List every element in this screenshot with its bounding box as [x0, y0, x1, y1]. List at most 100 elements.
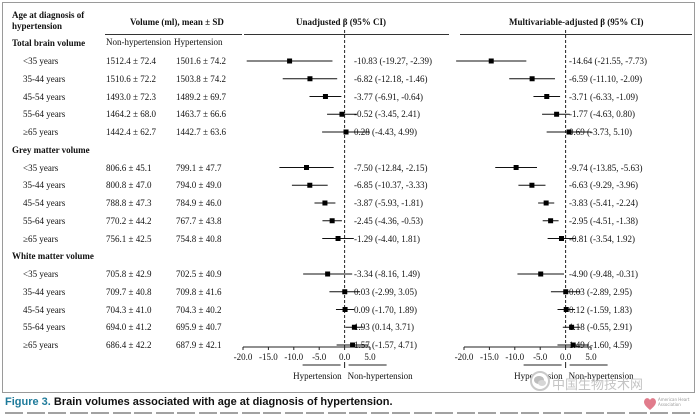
row-hypertension-value: 784.9 ± 46.0	[176, 198, 222, 208]
unadjusted-point	[325, 271, 331, 277]
x-tick-label: -20.0	[234, 352, 253, 362]
caption-text: Brain volumes associated with age at dia…	[53, 396, 393, 408]
row-unadjusted-beta: -3.34 (-8.16, 1.49)	[354, 269, 420, 279]
unadjusted-point	[342, 307, 348, 312]
row-hypertension-value: 1501.6 ± 74.2	[176, 56, 226, 66]
row-unadjusted-beta: -1.29 (-4.40, 1.81)	[354, 233, 420, 244]
row-nonhypertension-value: 705.8 ± 42.9	[106, 269, 152, 279]
row-multivariable-beta: -4.90 (-9.48, -0.31)	[569, 269, 638, 279]
row-unadjusted-beta: -2.45 (-4.36, -0.53)	[354, 215, 423, 226]
row-unadjusted-beta: -7.50 (-12.84, -2.15)	[354, 162, 428, 173]
row-hypertension-value: 709.8 ± 41.6	[176, 286, 222, 297]
subheader-nonhypertension: Non-hypertension	[106, 37, 171, 47]
row-hypertension-value: 1489.2 ± 69.7	[176, 91, 226, 102]
row-multivariable-beta: -6.63 (-9.29, -3.96)	[569, 180, 638, 191]
row-hypertension-value: 702.5 ± 40.9	[176, 269, 222, 279]
figure-caption: Figure 3. Brain volumes associated with …	[5, 396, 393, 408]
row-hypertension-value: 1503.8 ± 74.2	[176, 73, 226, 84]
row-hypertension-value: 704.3 ± 40.2	[176, 304, 222, 315]
multivariable-point	[563, 289, 569, 295]
unadjusted-point	[342, 289, 348, 295]
row-age-label: <35 years	[23, 162, 59, 173]
x-tick-label: -15.0	[259, 352, 278, 362]
row-unadjusted-beta: 0.28 (-4.43, 4.99)	[354, 127, 417, 137]
row-unadjusted-beta: -10.83 (-19.27, -2.39)	[354, 56, 432, 66]
x-tick-label: 0.0	[339, 352, 351, 362]
unadjusted-point	[329, 218, 335, 224]
multivariable-point	[488, 58, 494, 64]
x-tick-label: 0.0	[560, 352, 572, 362]
row-unadjusted-beta: -6.82 (-12.18, -1.46)	[354, 73, 428, 84]
row-nonhypertension-value: 704.3 ± 41.0	[106, 304, 152, 315]
caption-label: Figure 3.	[5, 396, 51, 408]
unadjusted-point	[322, 94, 328, 99]
row-unadjusted-beta: 1.93 (0.14, 3.71)	[354, 322, 414, 333]
group-title: Total brain volume	[12, 38, 86, 49]
unadjusted-point	[339, 111, 345, 117]
row-nonhypertension-value: 1510.6 ± 72.2	[106, 73, 156, 84]
row-age-label: 45-54 years	[23, 198, 66, 208]
wechat-icon	[530, 371, 550, 391]
aha-logo-text: American Heart Association	[658, 397, 690, 407]
multivariable-point	[538, 271, 544, 277]
header-multivariable: Multivariable-adjusted β (95% CI)	[509, 17, 644, 27]
row-age-label: 35-44 years	[23, 73, 66, 84]
header-rule-multivariable	[460, 34, 692, 35]
row-nonhypertension-value: 788.8 ± 47.3	[106, 198, 152, 208]
row-multivariable-beta: -9.74 (-13.85, -5.63)	[569, 162, 643, 173]
row-nonhypertension-value: 1464.2 ± 68.0	[106, 109, 156, 120]
row-hypertension-value: 1463.7 ± 66.6	[176, 109, 226, 120]
multivariable-point	[543, 200, 549, 206]
row-unadjusted-beta: -0.52 (-3.45, 2.41)	[354, 109, 420, 120]
row-age-label: 35-44 years	[23, 180, 66, 191]
header-age: Age at diagnosis of hypertension	[12, 10, 85, 31]
x-tick-label: -20.0	[455, 352, 474, 362]
row-nonhypertension-value: 806.6 ± 45.1	[106, 162, 152, 173]
row-age-label: 55-64 years	[23, 109, 66, 120]
x-tick-label: -15.0	[480, 352, 499, 362]
row-hypertension-value: 799.1 ± 47.7	[176, 162, 222, 173]
unadjusted-point	[304, 165, 309, 170]
xlabel-nonhypertension: Non-hypertension	[348, 371, 413, 381]
aha-logo: American Heart Association	[643, 395, 693, 413]
multivariable-point	[566, 129, 572, 135]
x-tick-label: -5.0	[312, 352, 327, 362]
row-multivariable-beta: 0.03 (-2.89, 2.95)	[569, 286, 632, 297]
row-nonhypertension-value: 1512.4 ± 72.4	[106, 56, 156, 66]
row-nonhypertension-value: 686.4 ± 42.2	[106, 340, 152, 350]
header-rule-volume	[105, 34, 242, 35]
unadjusted-point	[307, 182, 313, 188]
unadjusted-point	[322, 200, 328, 206]
watermark-text: 中国生物技术网	[552, 378, 644, 393]
row-nonhypertension-value: 756.1 ± 42.5	[106, 233, 152, 244]
header-rule-unadjusted	[244, 34, 449, 35]
multivariable-point	[558, 236, 564, 241]
unadjusted-point	[287, 58, 293, 64]
row-multivariable-beta: -3.71 (-6.33, -1.09)	[569, 91, 638, 102]
row-multivariable-beta: -1.77 (-4.63, 0.80)	[569, 109, 635, 120]
multivariable-point	[569, 324, 575, 330]
header-volume: Volume (ml), mean ± SD	[130, 17, 224, 27]
row-multivariable-beta: -0.81 (-3.54, 1.92)	[569, 233, 635, 244]
row-hypertension-value: 687.9 ± 42.1	[176, 340, 222, 350]
row-unadjusted-beta: -3.77 (-6.91, -0.64)	[354, 91, 423, 102]
x-tick-label: 5.0	[585, 352, 597, 362]
row-nonhypertension-value: 800.8 ± 47.0	[106, 180, 152, 191]
subheader-hypertension: Hypertension	[174, 37, 223, 47]
row-age-label: 45-54 years	[23, 91, 66, 102]
row-age-label: <35 years	[23, 56, 59, 66]
row-multivariable-beta: -3.83 (-5.41, -2.24)	[569, 198, 638, 208]
multivariable-point	[513, 165, 519, 170]
row-multivariable-beta: -2.95 (-4.51, -1.38)	[569, 215, 638, 226]
row-age-label: 35-44 years	[23, 286, 66, 297]
row-hypertension-value: 767.7 ± 43.8	[176, 215, 222, 226]
unadjusted-point	[335, 236, 341, 241]
header-unadjusted: Unadjusted β (95% CI)	[296, 17, 386, 27]
unadjusted-point	[307, 76, 313, 82]
row-unadjusted-beta: -6.85 (-10.37, -3.33)	[354, 180, 428, 191]
row-nonhypertension-value: 694.0 ± 41.2	[106, 322, 152, 333]
xlabel-nonhypertension: Non-hypertension	[569, 371, 634, 381]
multivariable-point	[548, 218, 554, 224]
row-multivariable-beta: 0.12 (-1.59, 1.83)	[569, 304, 632, 315]
row-nonhypertension-value: 709.7 ± 40.8	[106, 286, 152, 297]
